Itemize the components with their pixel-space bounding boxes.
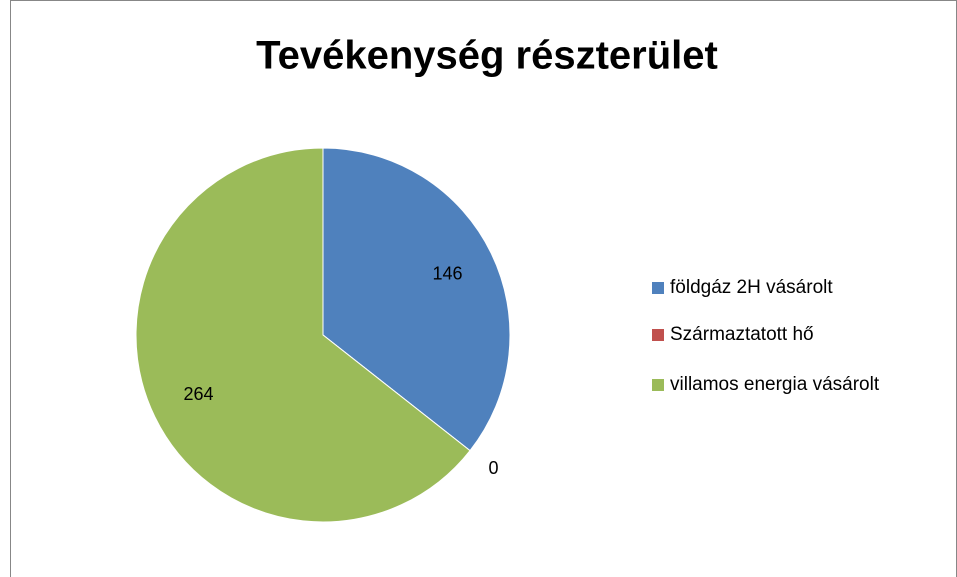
- legend-swatch: [652, 282, 664, 294]
- legend-label: Származtatott hő: [670, 324, 814, 345]
- legend-label: villamos energia vásárolt: [670, 374, 880, 395]
- legend-label: földgáz 2H vásárolt: [670, 277, 833, 298]
- pie-slice: [135, 147, 471, 523]
- legend-swatch: [652, 329, 664, 341]
- legend-swatch: [652, 379, 664, 391]
- data-label: 264: [183, 384, 213, 404]
- data-label: 146: [432, 263, 462, 283]
- chart-title: Tevékenység részterület: [256, 34, 718, 78]
- pie-slice: [322, 147, 511, 452]
- data-label: 0: [488, 458, 498, 478]
